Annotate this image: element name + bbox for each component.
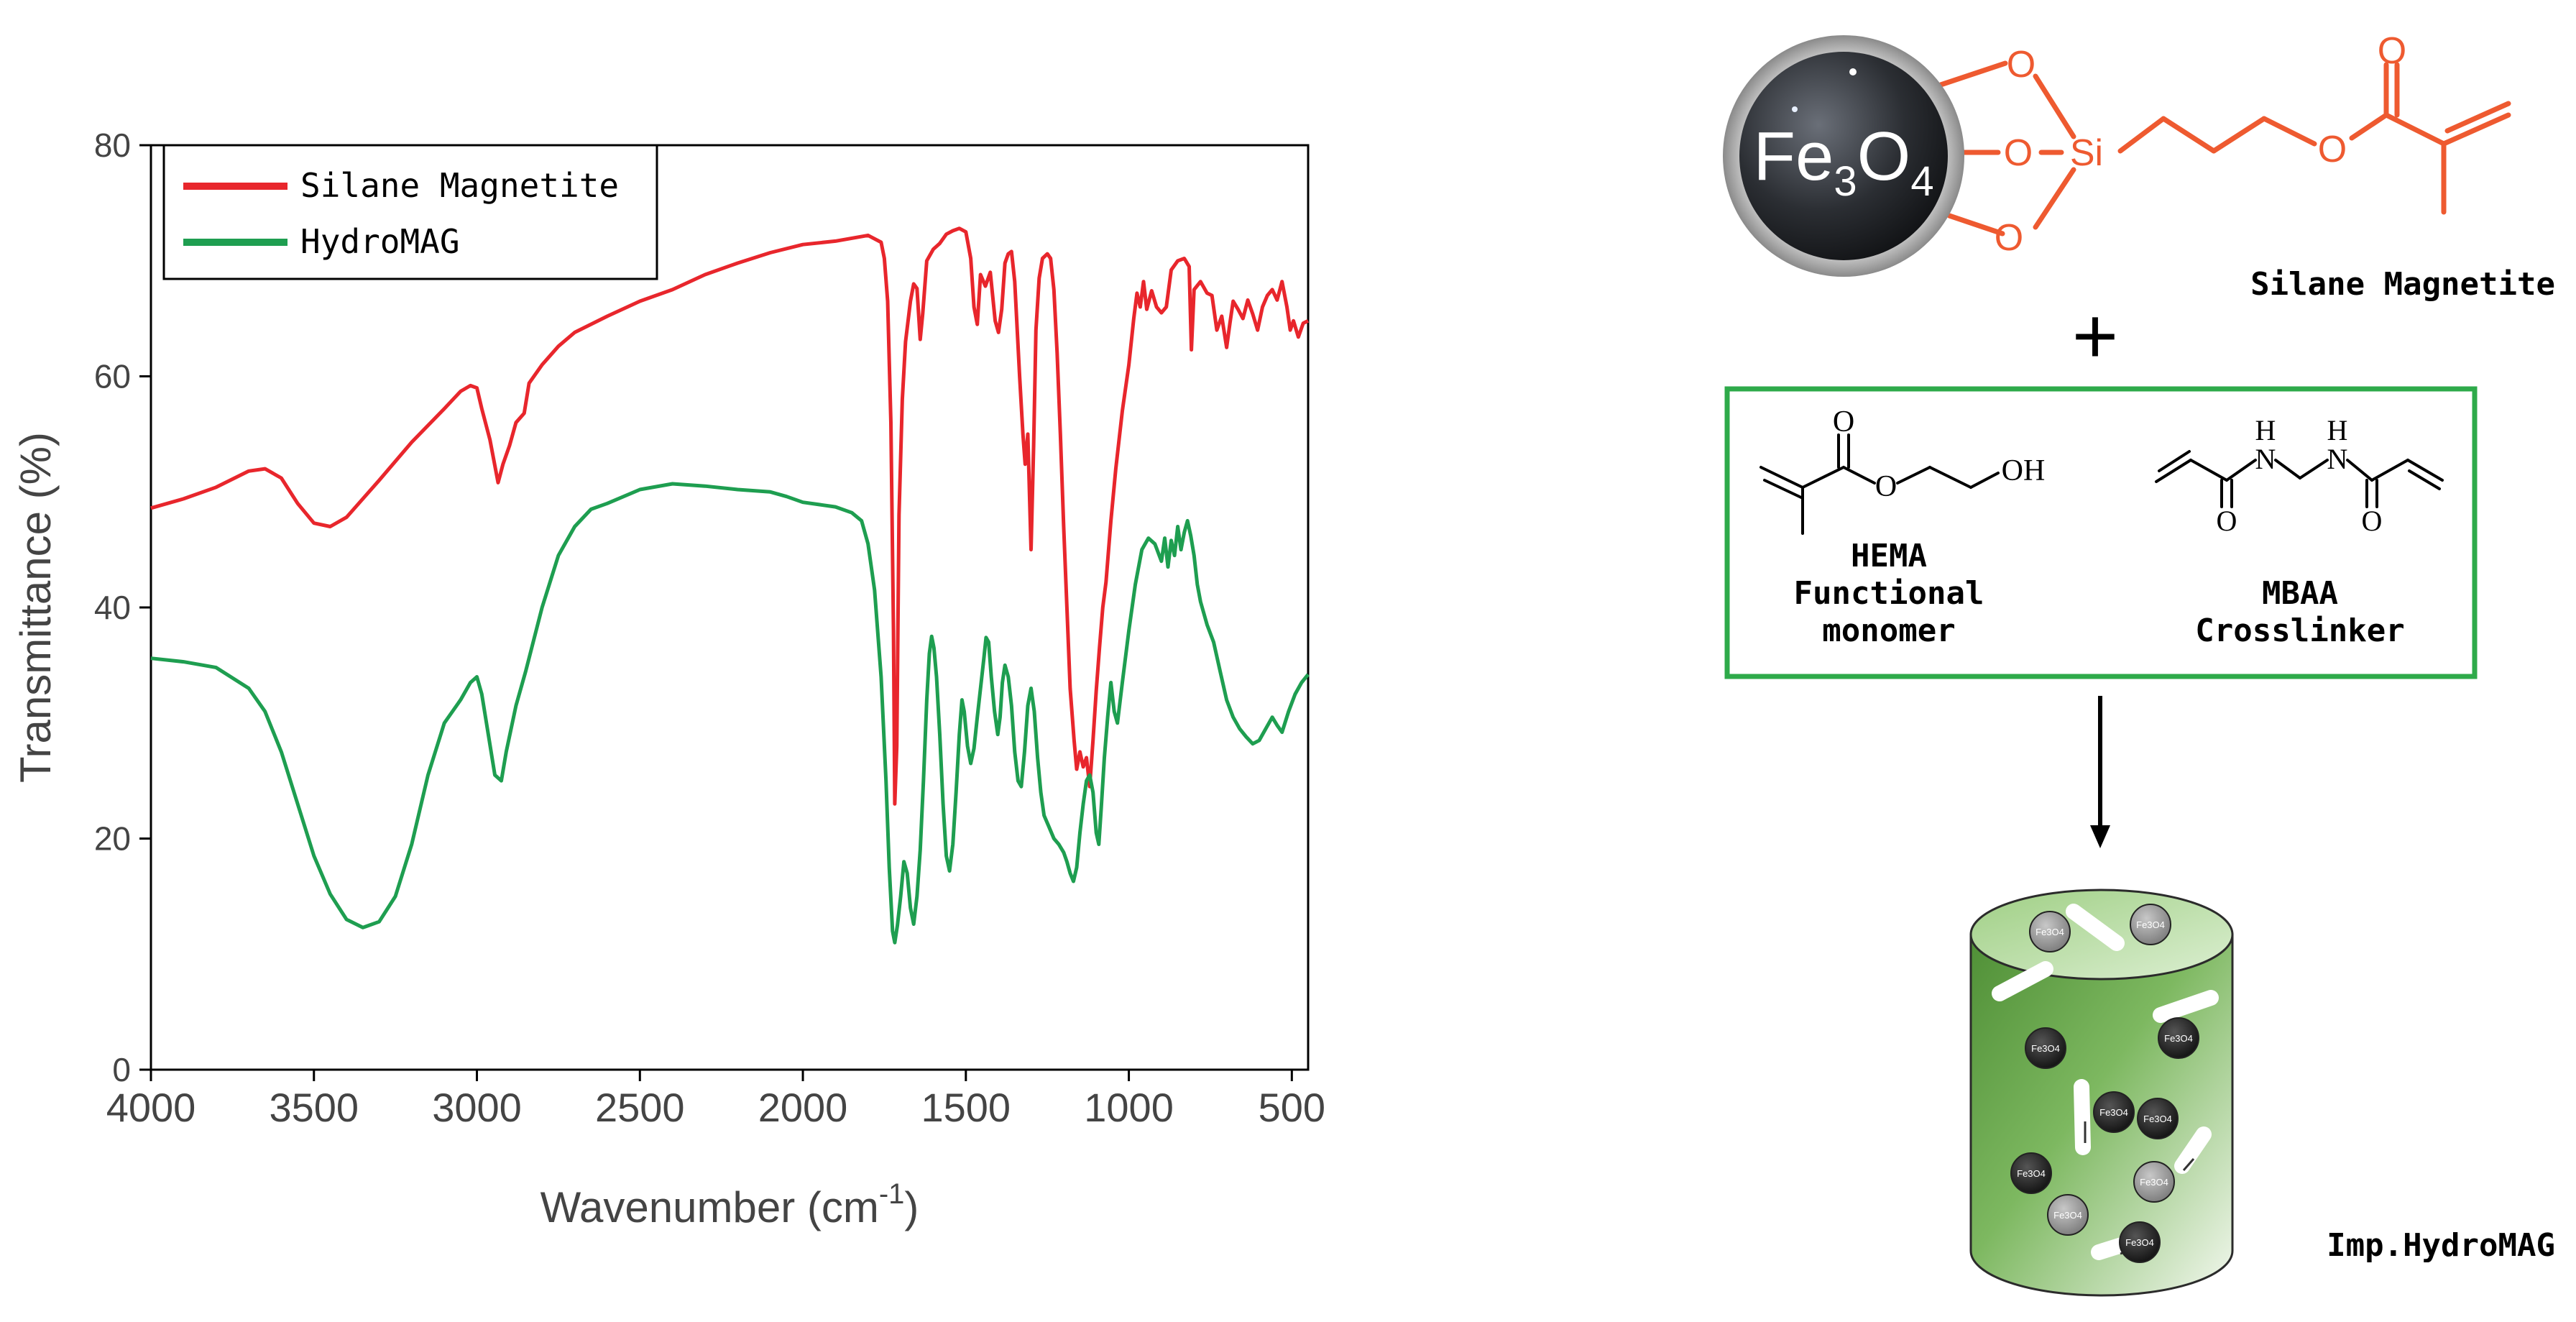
atom-o-mid: O bbox=[2004, 132, 2033, 174]
legend: Silane Magnetite HydroMAG bbox=[162, 144, 658, 280]
y-axis-ticks: 0 20 40 60 80 bbox=[94, 127, 151, 1088]
x-tick-label: 1500 bbox=[921, 1085, 1011, 1130]
hema-structure bbox=[1760, 433, 2000, 535]
hema-labels: HEMA Functional monomer bbox=[1794, 538, 1984, 649]
mbaa-labels: MBAA Crosslinker bbox=[2195, 575, 2404, 649]
hema-role-line1: Functional bbox=[1794, 575, 1984, 612]
silane-atoms: O O Si O O O bbox=[1995, 30, 2406, 259]
particle-label: Fe3O4 bbox=[2164, 1033, 2193, 1044]
atom-si: Si bbox=[2070, 132, 2103, 174]
x-axis-ticks: 4000 3500 3000 2500 2000 1500 1000 500 bbox=[106, 1070, 1325, 1130]
mbaa-atom-n-right: N bbox=[2327, 443, 2348, 475]
particle: Fe3O4 bbox=[2010, 1152, 2052, 1194]
hema-atom-o-carbonyl: O bbox=[1833, 405, 1854, 439]
particle: Fe3O4 bbox=[2029, 911, 2071, 953]
x-tick-label: 2500 bbox=[595, 1085, 685, 1130]
atom-o-ester: O bbox=[2318, 129, 2347, 170]
legend-box bbox=[162, 144, 658, 280]
x-tick-label: 3000 bbox=[432, 1085, 522, 1130]
particle: Fe3O4 bbox=[2093, 1091, 2135, 1133]
hema-role-line2: monomer bbox=[1822, 612, 1955, 649]
y-tick-label: 60 bbox=[94, 358, 131, 395]
monomer-box: O O OH HEMA Functional monomer bbox=[1724, 386, 2478, 679]
particle-label: Fe3O4 bbox=[2140, 1177, 2168, 1188]
x-tick-label: 2000 bbox=[758, 1085, 848, 1130]
mbaa-atom-n-left: N bbox=[2255, 443, 2276, 475]
imprinted-hydrogel-cylinder: Fe3O4 Fe3O4 Fe3O4 Fe3O4 Fe3O4 Fe3O4 Fe3O4 Fe3O4… bbox=[1969, 889, 2234, 1297]
x-tick-label: 3500 bbox=[269, 1085, 359, 1130]
particle: Fe3O4 bbox=[2130, 904, 2171, 945]
atom-o-bottom: O bbox=[1995, 217, 2023, 259]
legend-label-hydromag: HydroMAG bbox=[300, 222, 460, 261]
x-tick-label: 4000 bbox=[106, 1085, 196, 1130]
imp-hydromag-label: Imp.HydroMAG bbox=[2327, 1227, 2555, 1264]
x-axis-label: Wavenumber (cm-1) bbox=[540, 1178, 919, 1231]
mbaa-atom-h-left: H bbox=[2255, 414, 2276, 446]
mbaa-structure bbox=[2155, 450, 2444, 508]
silane-magnetite-label: Silane Magnetite bbox=[2250, 266, 2555, 303]
atom-o-carbonyl: O bbox=[2378, 30, 2406, 72]
legend-label-silane: Silane Magnetite bbox=[300, 166, 619, 205]
magnetite-core bbox=[1739, 52, 1948, 260]
particle-label: Fe3O4 bbox=[2143, 1114, 2172, 1124]
particle-label: Fe3O4 bbox=[2136, 919, 2165, 930]
silane-bonds bbox=[1938, 60, 2511, 237]
y-tick-label: 40 bbox=[94, 589, 131, 626]
magnetite-particles: Fe3O4 Fe3O4 Fe3O4 Fe3O4 Fe3O4 Fe3O4 Fe3O4 Fe3O4… bbox=[2010, 904, 2199, 1263]
particle: Fe3O4 bbox=[2137, 1098, 2179, 1139]
mbaa-role: Crosslinker bbox=[2195, 612, 2404, 649]
mbaa-atom-o-left: O bbox=[2217, 505, 2237, 537]
particle: Fe3O4 bbox=[2119, 1221, 2161, 1263]
y-tick-label: 0 bbox=[112, 1051, 131, 1088]
particle-label: Fe3O4 bbox=[2031, 1043, 2060, 1054]
series-line-hydromag bbox=[150, 482, 1310, 945]
hema-atom-o-ester: O bbox=[1875, 470, 1897, 503]
x-tick-label: 1000 bbox=[1084, 1085, 1174, 1130]
hema-atoms: O O OH bbox=[1833, 405, 2046, 503]
series-layer bbox=[150, 226, 1310, 945]
particle: Fe3O4 bbox=[2047, 1194, 2089, 1236]
silane-magnetite-structure: O O Si O O O Fe3O4 Silane Magnetite bbox=[1723, 30, 2555, 303]
ftir-chart: 0 20 40 60 80 4000 3500 3000 2500 2000 1500 1000 50… bbox=[12, 127, 1325, 1231]
monomer-box-frame bbox=[1724, 386, 2478, 679]
mbaa-name: MBAA bbox=[2262, 575, 2338, 612]
mbaa-atoms: H N H N O O bbox=[2217, 414, 2383, 537]
particle-label: Fe3O4 bbox=[2053, 1210, 2082, 1221]
y-axis-label: Transmittance (%) bbox=[12, 432, 60, 783]
x-tick-label: 500 bbox=[1259, 1085, 1325, 1130]
plus-sign: + bbox=[2072, 292, 2118, 380]
mbaa-atom-o-right: O bbox=[2362, 505, 2383, 537]
y-tick-label: 20 bbox=[94, 820, 131, 858]
particle-label: Fe3O4 bbox=[2099, 1107, 2128, 1118]
magnetite-core-label: Fe3O4 bbox=[1753, 118, 1933, 205]
atom-o-top: O bbox=[2007, 44, 2036, 86]
series-line-silane-magnetite bbox=[150, 226, 1310, 806]
particle-label: Fe3O4 bbox=[2125, 1237, 2154, 1248]
plot-frame bbox=[150, 144, 1310, 1071]
mbaa-atom-h-right: H bbox=[2327, 414, 2348, 446]
particle: Fe3O4 bbox=[2158, 1017, 2199, 1059]
particle-label: Fe3O4 bbox=[2017, 1168, 2046, 1179]
highlight-dot-2 bbox=[1792, 106, 1798, 112]
hema-name: HEMA bbox=[1851, 538, 1927, 574]
particle-label: Fe3O4 bbox=[2036, 927, 2064, 937]
y-tick-label: 80 bbox=[94, 127, 131, 164]
hema-atom-oh: OH bbox=[2002, 454, 2046, 487]
particle: Fe3O4 bbox=[2025, 1027, 2066, 1069]
particle: Fe3O4 bbox=[2133, 1161, 2175, 1203]
highlight-dot-1 bbox=[1849, 68, 1857, 75]
reaction-arrow bbox=[2090, 696, 2110, 848]
